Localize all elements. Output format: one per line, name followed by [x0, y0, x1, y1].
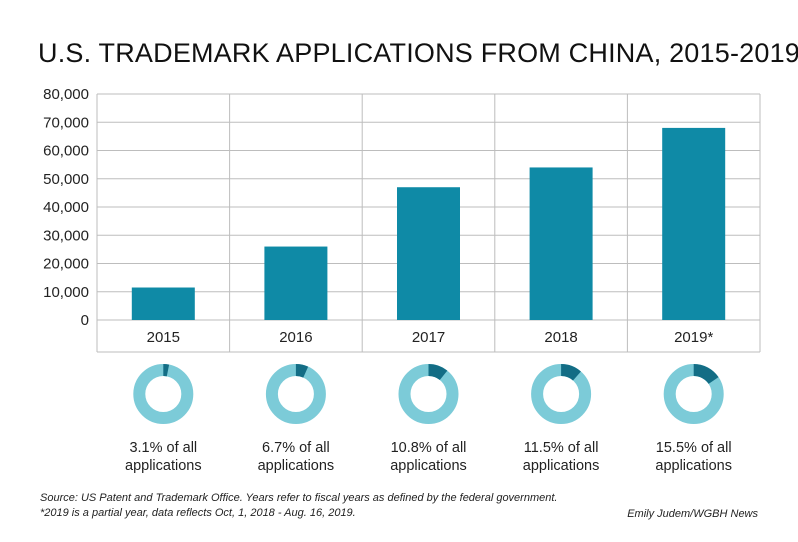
category-labels: 2015 2016 2017 2018 2019*: [147, 329, 714, 346]
donut-share-slice: [163, 364, 170, 377]
share-label-line2: applications: [257, 458, 335, 474]
share-label: 11.5% of all applications: [493, 439, 629, 475]
share-label-line1: 10.8% of all: [390, 440, 467, 456]
donut-2015: [133, 364, 194, 424]
y-axis-ticks: 0 10,000 20,000 30,000 40,000 50,000 60,000 70,…: [43, 86, 89, 329]
y-tick-label: 80,000: [43, 86, 89, 103]
y-tick-label: 10,000: [43, 284, 89, 301]
partial-year-note: *2019 is a partial year, data reflects O…: [40, 507, 356, 519]
donut-2018: [531, 364, 592, 424]
credit: Emily Judem/WGBH News: [627, 508, 758, 520]
bar-2017: [397, 187, 460, 320]
share-label: 3.1% of all applications: [95, 439, 231, 475]
share-label: 10.8% of all applications: [361, 439, 497, 475]
source-note: Source: US Patent and Trademark Office. …: [40, 492, 558, 504]
y-tick-label: 30,000: [43, 227, 89, 244]
y-tick-label: 40,000: [43, 199, 89, 216]
chart-title: U.S. TRADEMARK APPLICATIONS FROM CHINA, …: [38, 38, 798, 68]
y-tick-label: 50,000: [43, 171, 89, 188]
donut-ring: [265, 364, 326, 424]
share-label-line2: applications: [125, 458, 202, 474]
donut-2017: [398, 364, 459, 424]
donut-share-slice: [295, 364, 309, 378]
donut-share-slice: [561, 364, 581, 381]
share-label-line2: applications: [390, 458, 467, 474]
share-label-line1: 15.5% of all: [655, 440, 732, 456]
bars: [131, 127, 726, 321]
share-label-line2: applications: [655, 458, 732, 474]
share-label-line2: applications: [522, 458, 600, 474]
y-tick-label: 70,000: [43, 114, 89, 131]
share-label-line1: 3.1% of all: [129, 440, 198, 456]
donut-ring: [398, 364, 459, 424]
y-tick-label: 60,000: [43, 143, 89, 160]
category-label: 2015: [147, 329, 180, 346]
donut-2016: [265, 364, 326, 424]
y-tick-label: 20,000: [43, 256, 89, 273]
category-label: 2017: [412, 329, 445, 346]
y-tick-label: 0: [81, 312, 89, 329]
donut-2019: [663, 364, 724, 424]
bar-2015: [131, 287, 195, 320]
donut-ring: [133, 364, 194, 424]
share-label: 15.5% of all applications: [626, 439, 762, 475]
footer-notes: Source: US Patent and Trademark Office. …: [40, 491, 557, 521]
share-label: 6.7% of all applications: [228, 439, 364, 475]
share-label-line1: 6.7% of all: [262, 440, 330, 456]
share-label-line1: 11.5% of all: [523, 440, 599, 456]
bar-2018: [529, 167, 593, 320]
donut-ring: [531, 364, 592, 424]
bar-2016: [264, 246, 328, 320]
share-donuts: [133, 364, 724, 424]
category-label: 2016: [279, 329, 312, 346]
category-label: 2019*: [674, 329, 713, 346]
donut-share-slice: [428, 364, 448, 380]
bar-2019: [662, 127, 726, 321]
category-label: 2018: [544, 329, 577, 346]
donut-share-slice: [693, 364, 719, 384]
